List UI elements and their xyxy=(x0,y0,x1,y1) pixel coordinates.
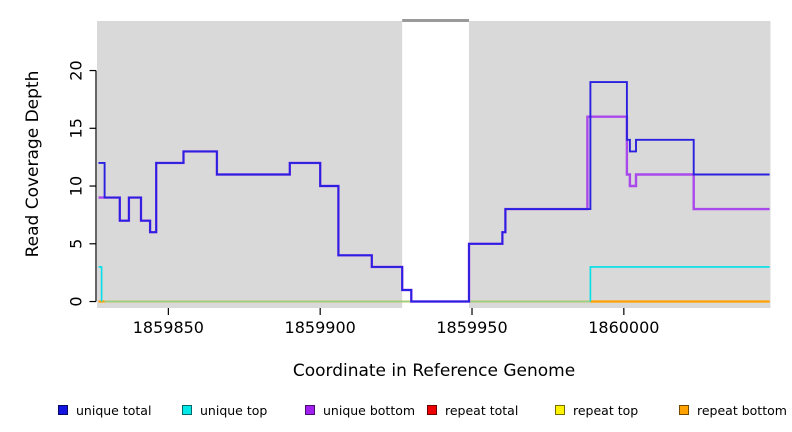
y-tick-label: 10 xyxy=(67,176,86,196)
legend-item-unique-top: unique top xyxy=(182,400,267,420)
y-tick-label: 0 xyxy=(67,296,86,306)
series-unique-top xyxy=(98,266,103,302)
legend-item-unique-bottom: unique bottom xyxy=(305,400,415,420)
legend-label: unique total xyxy=(76,402,152,418)
series-unique-top xyxy=(589,266,770,302)
y-tick-label: 15 xyxy=(66,118,85,138)
legend-item-repeat-top: repeat top xyxy=(555,400,638,420)
legend-swatch-icon xyxy=(58,405,68,415)
y-tick-label: 5 xyxy=(66,239,85,249)
x-axis-title: Coordinate in Reference Genome xyxy=(292,361,576,381)
legend-item-repeat-bottom: repeat bottom xyxy=(679,400,787,420)
legend-swatch-icon xyxy=(305,405,315,415)
legend: unique total unique top unique bottom repea… xyxy=(0,400,792,424)
legend-label: unique top xyxy=(200,402,268,418)
y-axis-title: Read Coverage Depth xyxy=(23,70,43,258)
x-tick-label: 1859900 xyxy=(285,318,356,337)
legend-item-repeat-total: repeat total xyxy=(427,400,518,420)
legend-label: repeat top xyxy=(573,402,639,418)
legend-label: unique bottom xyxy=(323,402,416,418)
x-tick-label: 1860000 xyxy=(588,318,659,337)
series-unique-total xyxy=(98,81,770,303)
legend-swatch-icon xyxy=(555,405,565,415)
legend-label: repeat bottom xyxy=(697,402,787,418)
masked-region xyxy=(402,21,469,308)
y-tick-label: 20 xyxy=(67,60,86,80)
x-tick-label: 1859850 xyxy=(133,318,204,337)
legend-swatch-icon xyxy=(427,405,437,415)
x-tick-label: 1859950 xyxy=(436,318,507,337)
legend-item-unique-total: unique total xyxy=(58,400,151,420)
legend-swatch-icon xyxy=(182,405,192,415)
legend-swatch-icon xyxy=(679,405,689,415)
legend-label: repeat total xyxy=(445,402,519,418)
masked-region-top-bar xyxy=(402,19,469,22)
